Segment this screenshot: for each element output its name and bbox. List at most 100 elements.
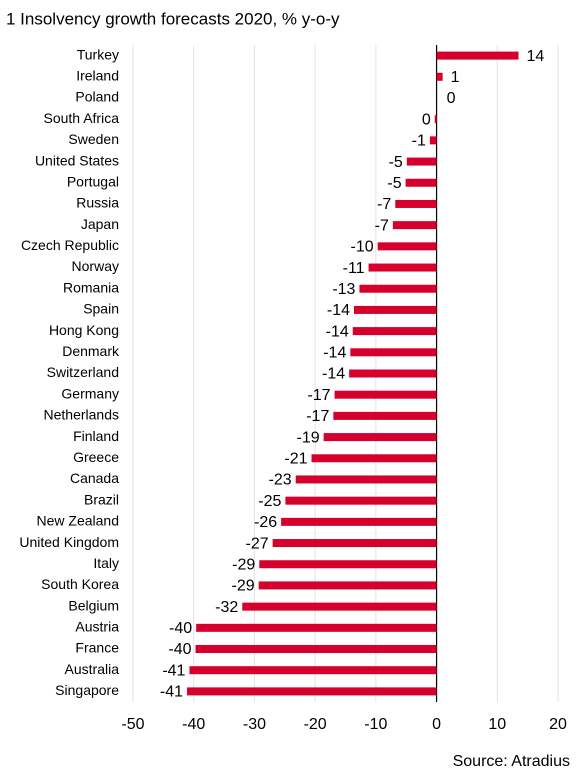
y-tick-label: Denmark (62, 343, 120, 359)
bar (187, 687, 437, 696)
y-tick-label: Spain (83, 301, 119, 317)
bar (359, 284, 437, 293)
bar (259, 560, 437, 569)
bar (258, 581, 437, 590)
y-tick-label: New Zealand (37, 513, 120, 529)
y-tick-label: Canada (70, 470, 119, 486)
x-tick-label: -40 (182, 716, 205, 733)
y-tick-label: Romania (63, 279, 119, 295)
bar (311, 454, 437, 463)
value-label: 0 (447, 90, 456, 107)
value-label: -41 (162, 662, 185, 679)
value-label: -40 (168, 641, 191, 658)
value-label: -13 (332, 281, 355, 298)
value-label: -10 (351, 239, 374, 256)
source: Source: Atradius (453, 753, 570, 770)
y-tick-label: Japan (81, 216, 119, 232)
value-label: -7 (375, 217, 389, 234)
bar (434, 115, 437, 124)
y-tick-label: Australia (65, 661, 120, 677)
value-label: -14 (322, 366, 345, 383)
bar (272, 539, 437, 548)
value-label: -17 (307, 387, 330, 404)
chart-title: 1 Insolvency growth forecasts 2020, % y-… (6, 9, 340, 28)
value-label: -5 (387, 175, 401, 192)
y-tick-label: Brazil (84, 491, 119, 507)
value-label: -41 (160, 684, 183, 701)
value-label: -19 (297, 429, 320, 446)
bar (285, 496, 437, 505)
x-tick-label: 20 (549, 716, 567, 733)
x-tick-label: -10 (364, 716, 387, 733)
y-tick-label: Netherlands (44, 407, 120, 423)
y-tick-label: Poland (75, 89, 119, 105)
value-label: 1 (451, 69, 460, 86)
x-tick-label: -20 (304, 716, 327, 733)
bar (429, 136, 437, 145)
bar (196, 623, 437, 632)
bar (333, 411, 437, 420)
value-label: -27 (246, 535, 269, 552)
y-tick-label: Switzerland (47, 364, 119, 380)
bar (406, 157, 437, 166)
bar (349, 369, 437, 378)
bar (377, 242, 437, 251)
y-tick-label: South Africa (44, 110, 120, 126)
bar (392, 221, 437, 230)
y-tick-label: Russia (76, 195, 119, 211)
y-tick-label: Finland (73, 428, 119, 444)
bar (436, 51, 519, 60)
x-tick-label: 0 (432, 716, 441, 733)
bar (350, 348, 437, 357)
value-label: 14 (527, 48, 545, 65)
value-label: -29 (232, 556, 255, 573)
y-tick-label: Italy (93, 555, 119, 571)
bar (195, 645, 437, 654)
value-label: -7 (377, 196, 391, 213)
y-tick-label: Singapore (55, 682, 119, 698)
y-tick-label: United States (35, 152, 119, 168)
y-tick-label: Austria (75, 619, 119, 635)
value-label: -29 (232, 578, 255, 595)
y-tick-label: France (75, 640, 119, 656)
y-tick-label: Portugal (67, 173, 119, 189)
bar (323, 433, 437, 442)
value-label: -40 (169, 620, 192, 637)
y-tick-label: Hong Kong (49, 322, 119, 338)
y-tick-label: Czech Republic (21, 237, 119, 253)
value-label: -14 (327, 302, 350, 319)
bar (295, 475, 437, 484)
bar (405, 178, 437, 187)
x-tick-label: 10 (488, 716, 506, 733)
value-label: 0 (422, 111, 431, 128)
value-label: -1 (412, 133, 426, 150)
value-label: -14 (323, 345, 346, 362)
value-label: -26 (254, 514, 277, 531)
value-label: -11 (343, 260, 365, 277)
y-tick-label: United Kingdom (19, 534, 119, 550)
bar (242, 602, 437, 611)
y-tick-label: Norway (72, 258, 119, 274)
y-tick-label: Greece (73, 449, 119, 465)
bar (395, 199, 437, 208)
bar (334, 390, 437, 399)
y-tick-label: Belgium (68, 597, 119, 613)
bar (281, 517, 437, 526)
y-tick-label: Ireland (76, 67, 119, 83)
y-tick-label: Germany (61, 385, 119, 401)
value-label: -32 (215, 599, 238, 616)
y-tick-label: Sweden (68, 131, 119, 147)
bar (354, 305, 437, 314)
value-label: -17 (306, 408, 329, 425)
y-tick-label: South Korea (41, 576, 119, 592)
value-label: -14 (326, 323, 349, 340)
x-tick-label: -50 (121, 716, 144, 733)
value-label: -23 (269, 472, 292, 489)
value-label: -25 (258, 493, 281, 510)
y-tick-label: Turkey (77, 46, 119, 62)
bar (368, 263, 437, 272)
value-label: -21 (284, 450, 307, 467)
bar (189, 666, 437, 675)
